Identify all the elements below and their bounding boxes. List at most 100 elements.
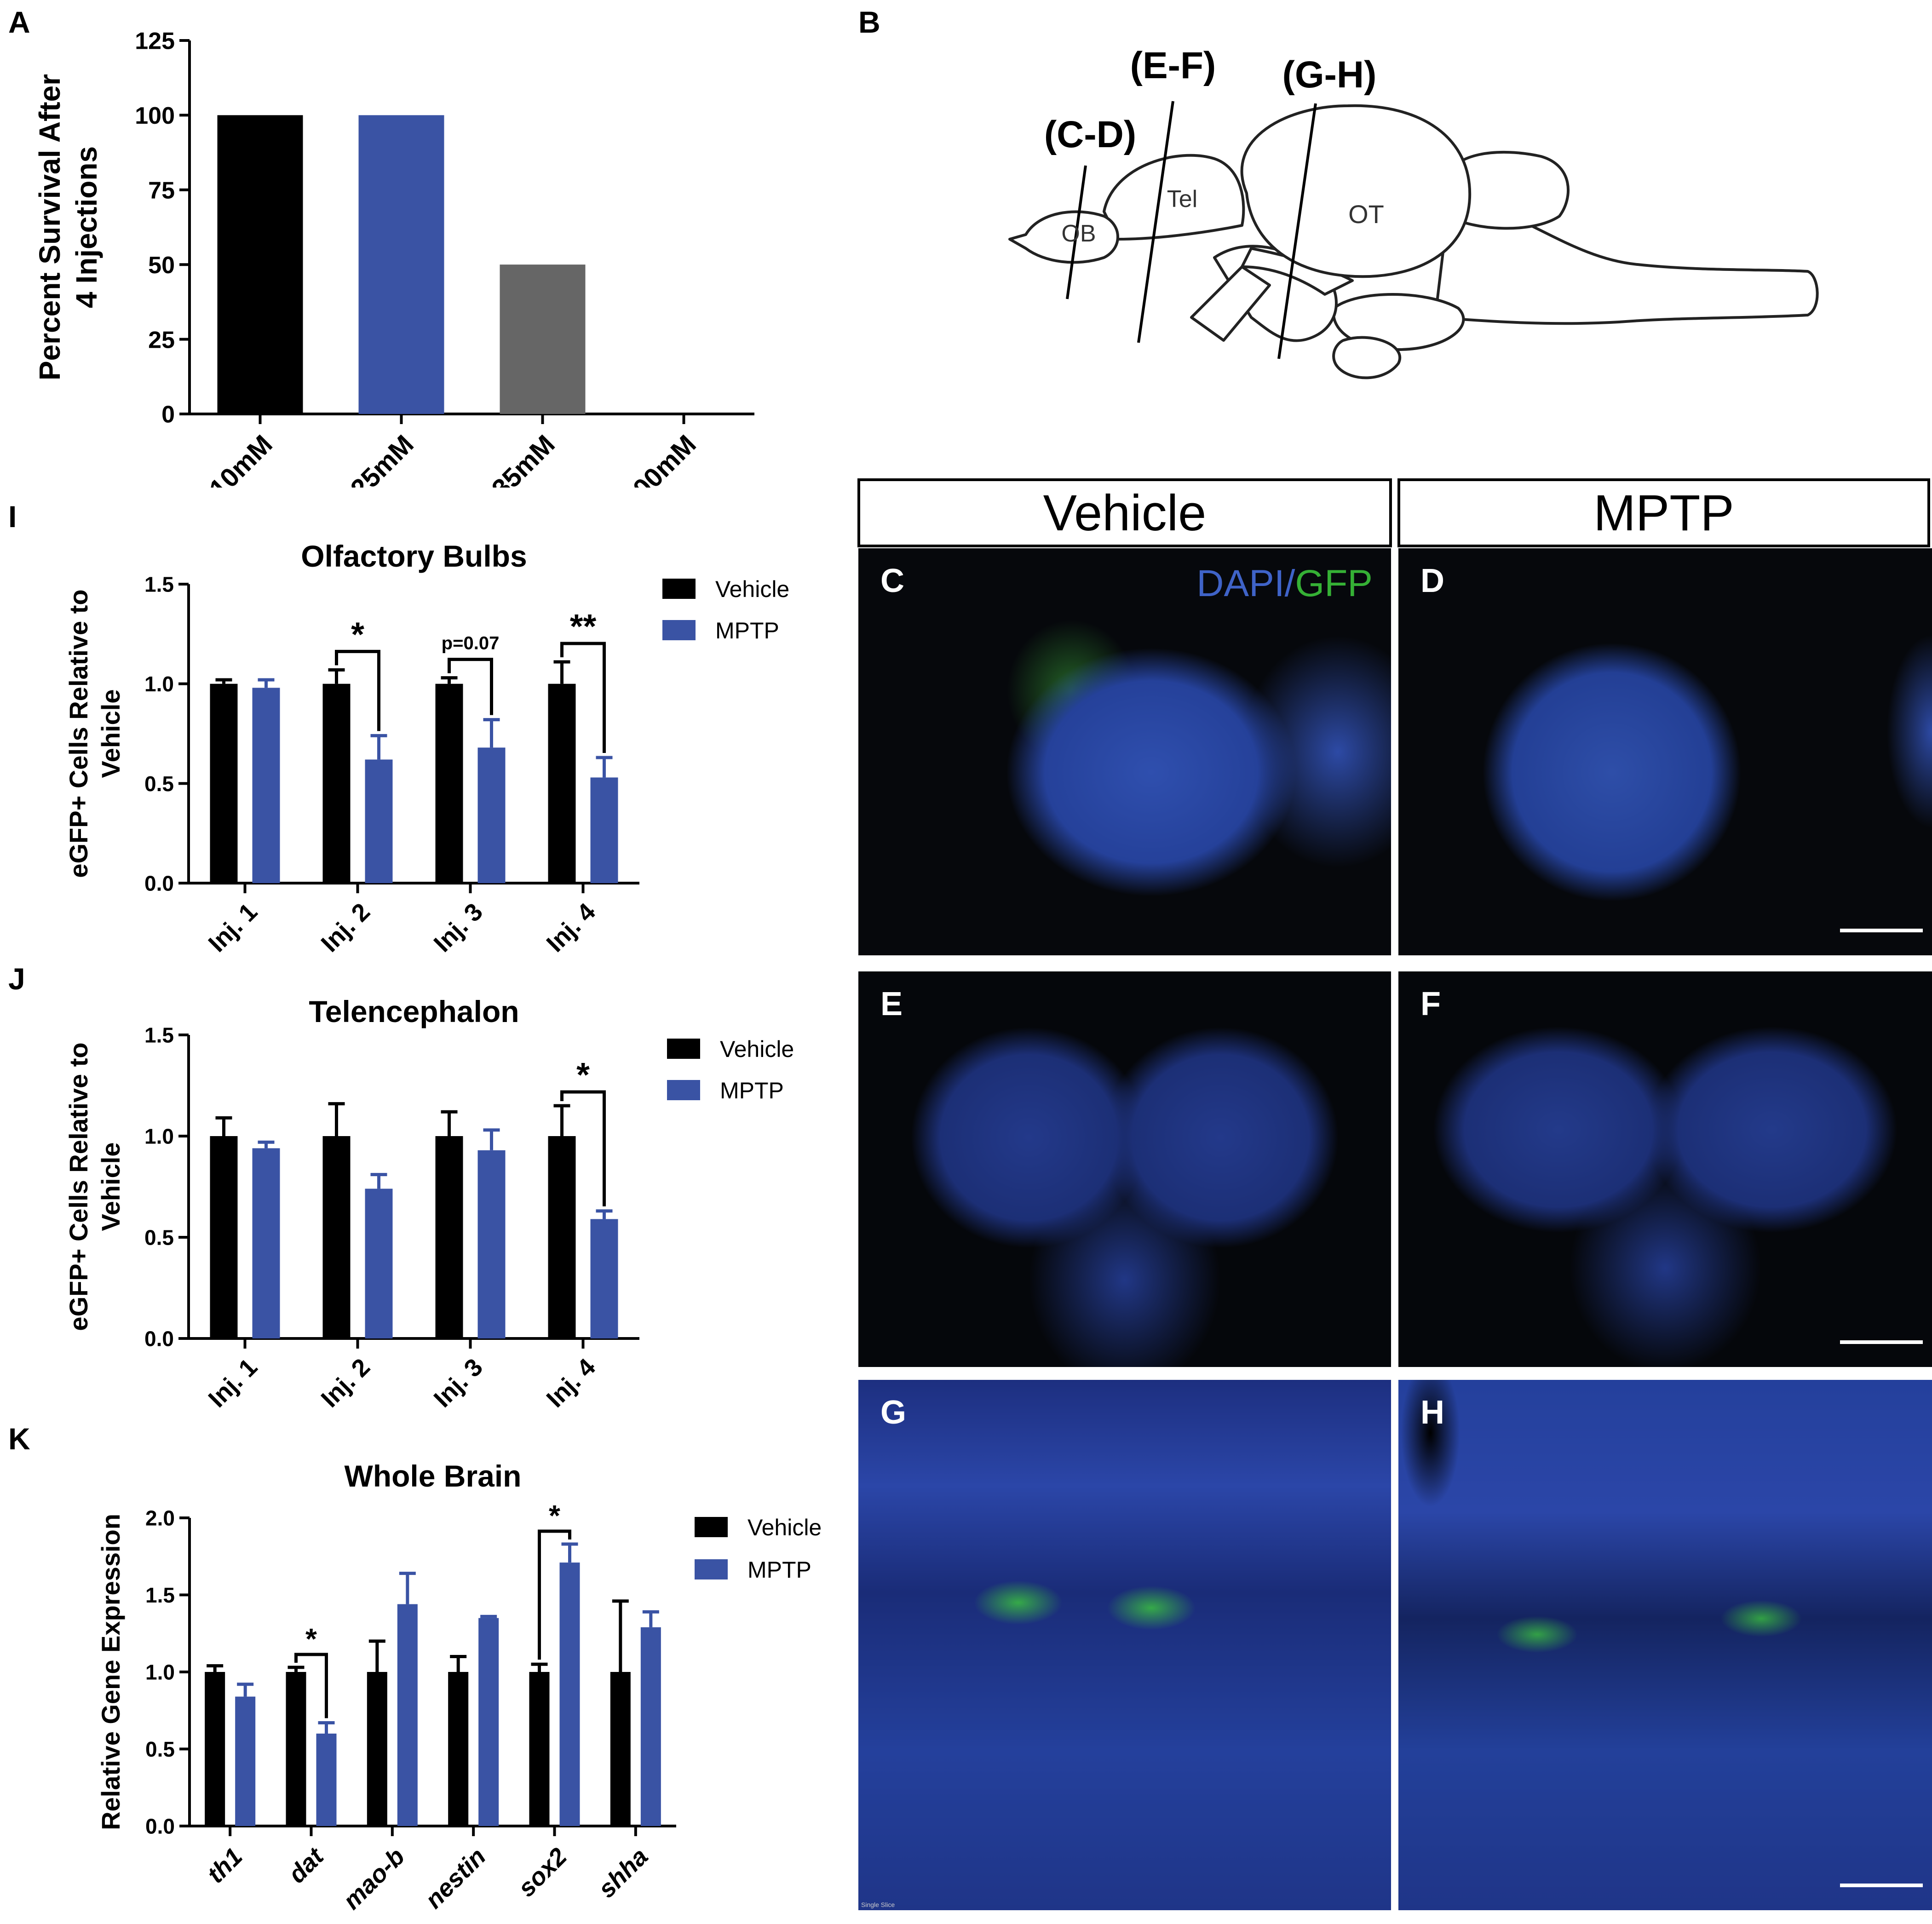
cut-label-c-d: (C-D) — [1044, 114, 1136, 155]
bar — [548, 683, 576, 883]
legend-swatch — [667, 1039, 700, 1059]
y-tick-label: 1.5 — [144, 573, 174, 597]
cut-line-c-d — [1066, 165, 1087, 299]
bar — [365, 759, 393, 883]
legend-slash: / — [1284, 563, 1295, 604]
micrograph-f: F — [1398, 971, 1932, 1367]
bar — [252, 1148, 280, 1338]
significance-bracket — [335, 649, 380, 731]
bar — [286, 1672, 306, 1826]
y-axis-label: Percent Survival After — [33, 74, 66, 380]
bar — [210, 683, 238, 883]
optic-nerve-outline — [1190, 265, 1271, 342]
chart-survival: 0 25 50 75 100 125 Percent Survival After 4 Inj… — [33, 28, 754, 488]
x-tick-label: 10mM — [203, 429, 278, 488]
bar — [435, 683, 463, 883]
significance-label: ** — [570, 607, 597, 645]
y-tick-label: 75 — [148, 178, 175, 204]
micrograph-d: D — [1398, 548, 1932, 955]
y-tick-label: 0.5 — [144, 1226, 174, 1250]
significance-bracket — [560, 642, 606, 753]
y-tick-label: 1.0 — [144, 672, 174, 696]
legend-swatch — [662, 620, 696, 640]
bar — [590, 1219, 618, 1338]
y-tick-label: 125 — [135, 28, 175, 55]
x-tick-label: Inj. 2 — [316, 1353, 375, 1413]
x-tick-label: 35mM — [486, 429, 560, 488]
y-tick-label: 1.5 — [145, 1583, 175, 1607]
x-tick-label: Inj. 2 — [316, 898, 375, 957]
chart-title: Telencephalon — [309, 994, 519, 1028]
significance-label: * — [576, 1056, 590, 1094]
bar — [435, 1136, 463, 1338]
bar — [478, 1618, 499, 1826]
panel-letter-g: G — [880, 1394, 907, 1431]
dapi-gfp-legend: DAPI/GFP — [1196, 562, 1373, 605]
scale-bar — [1840, 929, 1923, 932]
x-tick-label: Inj. 3 — [429, 1353, 488, 1413]
significance-bracket — [538, 1529, 571, 1660]
header-vehicle: Vehicle — [857, 478, 1392, 547]
chart-title: Olfactory Bulbs — [301, 539, 527, 573]
legend-label: MPTP — [748, 1557, 811, 1583]
legend-label: Vehicle — [720, 1036, 794, 1062]
significance-bracket — [448, 658, 493, 715]
significance-bracket — [294, 1653, 328, 1718]
x-tick-label: Inj. 4 — [541, 1353, 601, 1413]
inferior-lobe-outline — [1332, 336, 1401, 379]
bar — [358, 115, 444, 414]
telencephalon-outline — [1103, 154, 1245, 241]
bar — [365, 1189, 393, 1338]
y-tick-label: 0.5 — [145, 1737, 175, 1761]
y-tick-label: 0.0 — [145, 1815, 175, 1838]
region-label-ob: OB — [1061, 220, 1096, 247]
y-tick-label: 1.0 — [144, 1125, 174, 1149]
legend-label: Vehicle — [715, 576, 789, 602]
legend-label: Vehicle — [748, 1515, 822, 1540]
scale-bar — [1840, 1340, 1923, 1344]
bar — [322, 1136, 351, 1338]
legend-swatch — [695, 1517, 728, 1537]
panel-letter-f: F — [1420, 986, 1441, 1022]
x-tick-label: 100mM — [617, 429, 702, 488]
gfp-label: GFP — [1295, 563, 1373, 604]
cut-label-e-f: (E-F) — [1130, 45, 1216, 86]
x-tick-label: shha — [593, 1843, 654, 1903]
y-axis-label: Vehicle — [96, 689, 125, 778]
x-tick-label: Inj. 1 — [203, 1353, 263, 1413]
cut-label-g-h: (G-H) — [1282, 54, 1377, 96]
bar — [205, 1672, 225, 1826]
scale-bar — [1840, 1884, 1923, 1887]
bar — [322, 683, 351, 883]
bar — [448, 1672, 469, 1826]
y-tick-label: 50 — [148, 252, 175, 279]
y-tick-label: 1.5 — [144, 1023, 174, 1047]
olfactory-bulb-outline — [1008, 210, 1119, 264]
micrograph-g: G Single Slice — [858, 1380, 1391, 1910]
legend-swatch — [662, 579, 696, 599]
bar — [367, 1672, 387, 1826]
panel-letter-e: E — [880, 986, 903, 1022]
y-tick-label: 25 — [148, 327, 175, 353]
y-tick-label: 1.0 — [145, 1660, 175, 1684]
y-axis-label: eGFP+ Cells Relative to — [64, 1042, 93, 1331]
bar — [477, 1150, 506, 1338]
legend-label: MPTP — [715, 618, 779, 643]
x-tick-label: nestin — [420, 1843, 491, 1914]
bar — [548, 1136, 576, 1338]
significance-label: * — [549, 1499, 560, 1532]
region-label-tel: Tel — [1167, 186, 1197, 213]
x-tick-label: sox2 — [513, 1843, 572, 1902]
significance-label: p=0.07 — [442, 633, 500, 654]
y-tick-label: 100 — [135, 103, 175, 129]
panel-letter-b: B — [858, 5, 880, 39]
y-tick-label: 0 — [161, 402, 175, 428]
dapi-label: DAPI — [1196, 563, 1285, 604]
micrograph-h: H — [1398, 1380, 1932, 1910]
bar — [477, 747, 506, 883]
legend-swatch — [695, 1559, 728, 1579]
y-axis-label: Relative Gene Expression — [96, 1514, 125, 1830]
legend-label: MPTP — [720, 1078, 784, 1103]
y-axis-label: Vehicle — [96, 1142, 125, 1231]
